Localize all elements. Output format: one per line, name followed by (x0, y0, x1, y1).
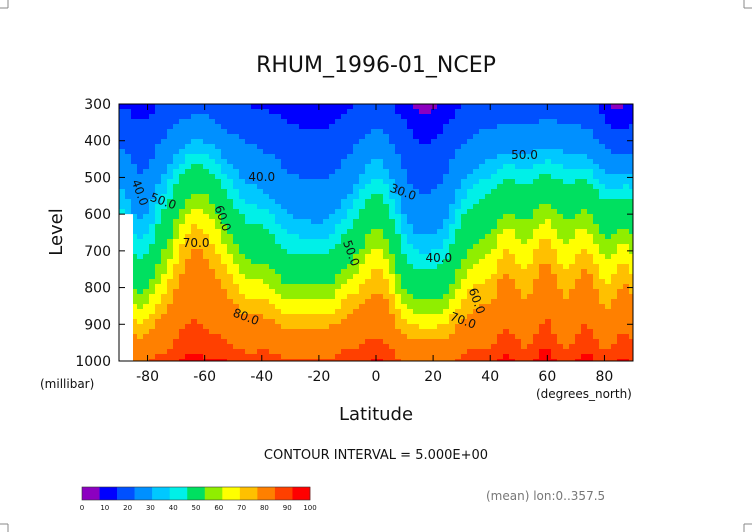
plot-area: 40.050.070.060.080.040.050.030.040.060.0… (118, 103, 634, 362)
colorbar-swatch (204, 487, 223, 500)
colorbar-swatch (152, 487, 170, 500)
colorbar-tick-label: 60 (214, 504, 223, 512)
x-tick-label: 0 (372, 369, 381, 385)
colorbar-swatch (222, 487, 241, 500)
contour-label: 40.0 (248, 170, 275, 184)
x-tick-label: 80 (596, 369, 614, 385)
x-axis-unit: (degrees_north) (536, 387, 632, 401)
colorbar-swatch (274, 487, 293, 500)
colorbar-swatch (187, 487, 206, 500)
contour-label: 50.0 (511, 148, 538, 162)
colorbar-swatch (82, 487, 100, 500)
x-tick-label: -40 (250, 369, 273, 385)
y-tick-label: 600 (84, 207, 111, 223)
contour-label: 40.0 (425, 251, 452, 265)
colorbar-swatch (99, 487, 118, 500)
x-tick-label: -20 (307, 369, 330, 385)
y-axis: 300 400 500 600 700 800 900 1000 (75, 97, 633, 370)
colorbar-swatch (134, 487, 153, 500)
colorbar-tick-label: 50 (192, 504, 201, 512)
x-tick-label: 60 (538, 369, 556, 385)
colorbar-swatch (292, 487, 311, 500)
y-tick-label: 1000 (75, 354, 111, 370)
x-tick-label: -80 (136, 369, 159, 385)
y-axis-label: Level (46, 208, 67, 256)
colorbar: 0 10 20 30 40 50 60 70 80 90 100 (80, 486, 317, 512)
y-tick-label: 300 (84, 97, 111, 113)
y-tick-label: 900 (84, 317, 111, 333)
contour-field (119, 104, 634, 362)
x-tick-label: 20 (424, 369, 442, 385)
colorbar-tick-label: 30 (146, 504, 155, 512)
colorbar-swatch (117, 487, 135, 500)
colorbar-tick-label: 10 (100, 504, 109, 512)
contour-label: 70.0 (183, 236, 210, 250)
y-tick-label: 800 (84, 281, 111, 297)
y-tick-label: 700 (84, 244, 111, 260)
y-tick-label: 400 (84, 134, 111, 150)
contour-interval-text: CONTOUR INTERVAL = 5.000E+00 (264, 448, 488, 463)
mean-lon-note: (mean) lon:0..357.5 (486, 489, 605, 503)
colorbar-tick-label: 40 (169, 504, 178, 512)
y-tick-label: 500 (84, 170, 111, 186)
colorbar-swatch (239, 487, 258, 500)
colorbar-tick-label: 100 (303, 504, 316, 512)
colorbar-swatch (169, 487, 188, 500)
x-tick-label: 40 (481, 369, 499, 385)
x-tick-label: -60 (193, 369, 216, 385)
colorbar-tick-label: 20 (123, 504, 132, 512)
colorbar-tick-label: 80 (260, 504, 269, 512)
y-axis-unit: (millibar) (40, 377, 94, 391)
x-axis: -80 -60 -40 -20 0 20 40 60 80 (136, 104, 613, 385)
colorbar-tick-label: 70 (237, 504, 246, 512)
colorbar-swatch (257, 487, 276, 500)
colorbar-tick-label: 90 (283, 504, 292, 512)
colorbar-tick-label: 0 (80, 504, 84, 512)
chart-title: RHUM_1996-01_NCEP (256, 53, 496, 78)
x-axis-label: Latitude (339, 404, 413, 425)
